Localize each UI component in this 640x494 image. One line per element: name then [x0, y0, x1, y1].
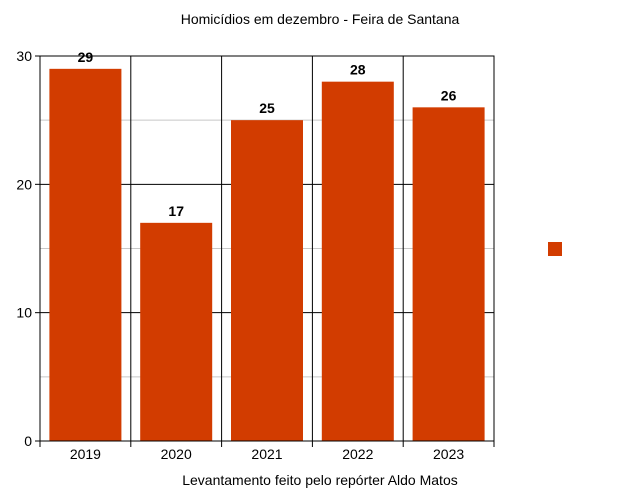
data-label-2019: 29: [78, 49, 94, 65]
x-tick-label: 2019: [70, 446, 101, 462]
data-label-2022: 28: [350, 62, 366, 78]
bar-2020: [140, 222, 213, 441]
bars: [49, 68, 485, 442]
x-tick-label: 2023: [433, 446, 464, 462]
y-tick-label: 20: [16, 176, 32, 192]
data-labels: 29 17 25 28 26: [78, 49, 457, 219]
y-axis: 0 10 20 30: [16, 48, 40, 449]
legend-swatch: [548, 242, 562, 256]
x-axis-label: Levantamento feito pelo repórter Aldo Ma…: [182, 472, 458, 488]
bar-2019: [49, 68, 122, 441]
x-axis: 2019 2020 2021 2022 2023: [39, 441, 495, 462]
plot-frame: [39, 55, 495, 442]
bar-2021: [231, 120, 303, 442]
data-label-2021: 25: [259, 100, 275, 116]
data-label-2020: 17: [168, 203, 184, 219]
plot-border: [39, 55, 495, 442]
data-label-2023: 26: [441, 87, 457, 103]
bar-2023: [412, 107, 485, 441]
x-tick-label: 2020: [161, 446, 192, 462]
x-tick-label: 2022: [342, 446, 373, 462]
chart-title: Homicídios em dezembro - Feira de Santan…: [181, 11, 460, 27]
bar-2022: [321, 81, 394, 442]
y-tick-label: 10: [16, 305, 32, 321]
y-tick-label: 0: [24, 433, 32, 449]
y-tick-label: 30: [16, 48, 32, 64]
x-tick-label: 2021: [251, 446, 282, 462]
